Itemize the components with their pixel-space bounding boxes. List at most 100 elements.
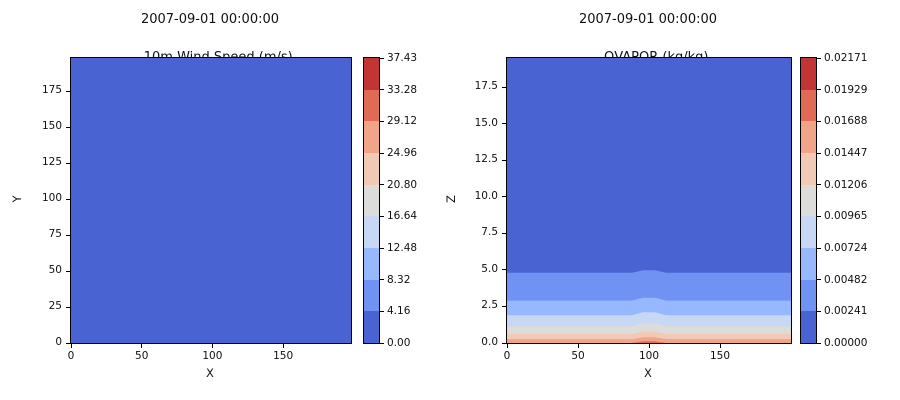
x-tick-label: 150 (709, 350, 731, 362)
colorbar-segment (364, 279, 379, 312)
colorbar-tick-mark (817, 215, 821, 217)
x-tick-label: 100 (202, 350, 223, 362)
wind-speed-background-fill (71, 58, 351, 343)
x-tick-mark (211, 344, 213, 348)
colorbar-tick-label: 20.80 (387, 178, 418, 191)
colorbar-tick-mark (817, 247, 821, 249)
y-tick-mark (502, 123, 506, 125)
colorbar-segment (364, 89, 379, 122)
colorbar-tick-label: 0.01688 (824, 115, 868, 128)
colorbar-tick-label: 16.64 (387, 210, 418, 223)
colorbar-tick-mark (380, 184, 384, 186)
colorbar-segment (801, 57, 816, 90)
y-tick-mark (502, 269, 506, 271)
colorbar-tick-label: 37.43 (387, 52, 418, 64)
y-tick-label: 125 (41, 156, 62, 169)
colorbar-tick-label: 0.00241 (824, 305, 868, 318)
y-tick-mark (66, 234, 70, 236)
wind-speed-field (71, 58, 351, 343)
colorbar-segment (801, 120, 816, 153)
qvapor-contour-field (507, 58, 791, 343)
y-tick-mark (66, 90, 70, 92)
colorbar-segment (801, 247, 816, 280)
y-tick-mark (502, 86, 506, 88)
x-tick-mark (70, 344, 72, 348)
colorbar-tick-mark (380, 310, 384, 312)
y-tick-label: 175 (41, 84, 62, 97)
colorbar-tick-label: 0.01447 (824, 147, 868, 159)
colorbar-tick-mark (380, 247, 384, 249)
colorbar-tick-label: 0.00000 (824, 337, 868, 349)
colorbar-tick-mark (817, 184, 821, 186)
colorbar-segment (801, 89, 816, 122)
x-tick-label: 50 (135, 350, 149, 362)
colorbar-tick-mark (380, 89, 384, 91)
colorbar-tick-mark (380, 215, 384, 217)
colorbar-tick-mark (817, 57, 821, 59)
colorbar-tick-mark (380, 152, 384, 154)
y-tick-label: 2.5 (481, 299, 498, 312)
colorbar-tick-label: 0.01929 (824, 83, 868, 96)
y-tick-label: 0 (55, 336, 62, 348)
y-tick-mark (502, 196, 506, 198)
x-tick-mark (648, 344, 650, 348)
x-tick-mark (506, 344, 508, 348)
wind-plot-ylabel: Y (10, 195, 24, 203)
y-tick-mark (502, 305, 506, 307)
colorbar-tick-label: 29.12 (387, 115, 418, 128)
colorbar-tick-label: 24.96 (387, 147, 418, 159)
x-tick-label: 150 (273, 350, 294, 362)
colorbar-segment (801, 279, 816, 312)
colorbar-tick-mark (817, 342, 821, 344)
colorbar-tick-mark (380, 57, 384, 59)
y-tick-mark (66, 198, 70, 200)
colorbar-segment (801, 184, 816, 217)
colorbar-tick-label: 33.28 (387, 83, 418, 96)
qvapor-colorbar (800, 57, 817, 344)
colorbar-tick-label: 0.00965 (824, 210, 868, 223)
x-tick-mark (577, 344, 579, 348)
colorbar-tick-label: 0.01206 (824, 178, 868, 191)
colorbar-tick-mark (817, 152, 821, 154)
colorbar-tick-label: 0.00 (387, 337, 411, 349)
colorbar-tick-label: 0.00482 (824, 273, 868, 286)
y-tick-label: 100 (41, 192, 62, 205)
x-tick-mark (719, 344, 721, 348)
x-tick-label: 0 (503, 350, 511, 362)
qvapor-plot-ylabel: Z (444, 195, 458, 203)
colorbar-segment (364, 120, 379, 153)
colorbar-tick-mark (817, 279, 821, 281)
wind-plot-title-line1: 2007-09-01 00:00:00 (140, 12, 280, 27)
colorbar-tick-label: 12.48 (387, 242, 418, 254)
colorbar-segment (364, 184, 379, 217)
y-tick-mark (502, 342, 506, 344)
y-tick-mark (502, 159, 506, 161)
colorbar-segment (364, 57, 379, 90)
y-tick-label: 12.5 (474, 153, 498, 166)
y-tick-label: 10.0 (474, 189, 498, 202)
colorbar-tick-mark (817, 120, 821, 122)
y-tick-label: 7.5 (481, 226, 498, 239)
qvapor-plot-xlabel: X (644, 366, 652, 380)
y-tick-label: 150 (41, 120, 62, 133)
colorbar-segment (364, 247, 379, 280)
y-tick-label: 25 (48, 300, 62, 312)
y-tick-mark (66, 126, 70, 128)
qvapor-contour-band (507, 337, 791, 343)
qvapor-contour-band (632, 341, 666, 343)
wind-plot-xlabel: X (206, 366, 214, 380)
colorbar-segment (801, 215, 816, 248)
y-tick-label: 75 (48, 228, 62, 241)
colorbar-tick-mark (380, 120, 384, 122)
colorbar-segment (364, 215, 379, 248)
x-tick-mark (141, 344, 143, 348)
colorbar-tick-mark (817, 310, 821, 312)
colorbar-segment (801, 310, 816, 343)
y-tick-mark (66, 306, 70, 308)
y-tick-mark (502, 232, 506, 234)
y-tick-mark (66, 342, 70, 344)
colorbar-tick-label: 0.00724 (824, 242, 868, 254)
wind-colorbar (363, 57, 380, 344)
colorbar-segment (364, 310, 379, 343)
